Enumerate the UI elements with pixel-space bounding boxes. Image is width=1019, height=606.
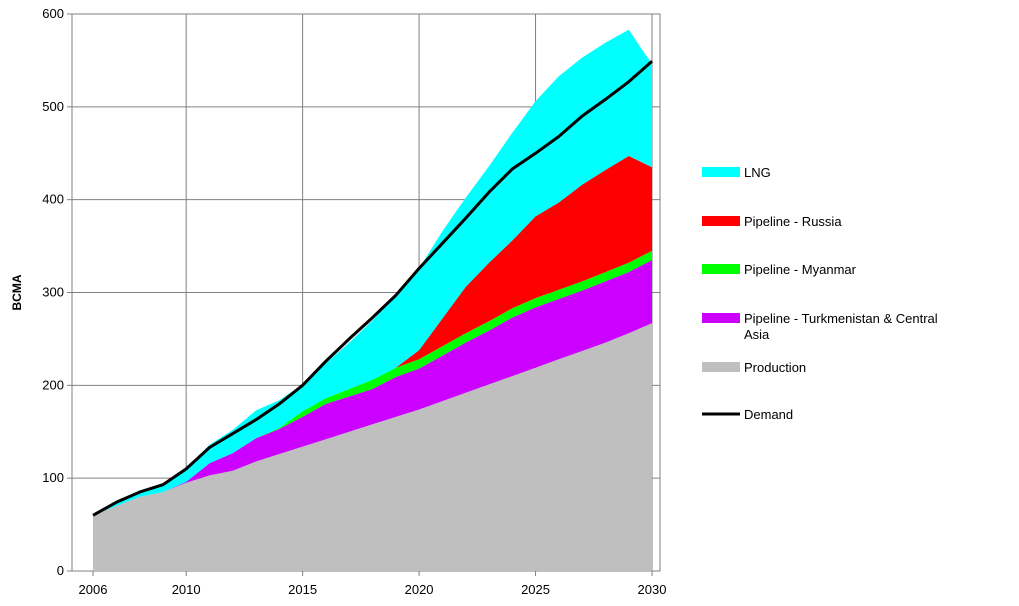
legend-label-lng: LNG: [744, 165, 771, 180]
legend-swatch-pipeline-turkmenistan-and-central-asia: [702, 313, 740, 323]
area-series-lng: [93, 29, 652, 516]
line-series-demand: [92, 60, 653, 517]
y-tick-label: 500: [42, 99, 64, 114]
area-series-pipeline-myanmar: [93, 250, 652, 516]
y-tick-label: 200: [42, 377, 64, 392]
x-tick-label: 2030: [638, 582, 667, 597]
legend: LNG Pipeline - Russia Pipeline - Myanmar Pi…: [702, 165, 938, 422]
y-axis-title: BCMA: [10, 274, 24, 310]
area-series-pipeline-russia: [93, 156, 652, 516]
x-tick-label: 2006: [79, 582, 108, 597]
legend-label-demand: Demand: [744, 407, 793, 422]
area-series-group: [93, 29, 652, 571]
legend-label-production: Production: [744, 360, 806, 375]
x-tick-label: 2020: [405, 582, 434, 597]
axes: 0 100 200 300 400 500 600 2006 2010 2015 2020 2025 2…: [10, 6, 666, 597]
x-tick-label: 2015: [288, 582, 317, 597]
y-tick-label: 400: [42, 192, 64, 207]
legend-swatch-pipeline-myanmar: [702, 264, 740, 274]
y-tick-label: 600: [42, 6, 64, 21]
legend-swatch-production: [702, 362, 740, 372]
y-tick-label: 300: [42, 285, 64, 300]
legend-swatch-lng: [702, 167, 740, 177]
y-tick-label: 0: [57, 563, 64, 578]
x-tick-label: 2010: [172, 582, 201, 597]
legend-label-pipeline-turkmenistan-and-central-asia: Pipeline - Turkmenistan & Central Asia: [744, 311, 938, 342]
line-series-group: [92, 60, 653, 517]
area-series-pipeline-turkmenistan-and-central-asia: [93, 260, 652, 516]
legend-swatch-pipeline-russia: [702, 216, 740, 226]
y-tick-label: 100: [42, 470, 64, 485]
legend-label-pipeline-myanmar: Pipeline - Myanmar: [744, 262, 857, 277]
x-tick-label: 2025: [521, 582, 550, 597]
legend-label-pipeline-russia: Pipeline - Russia: [744, 214, 842, 229]
area-series-production: [93, 323, 652, 571]
